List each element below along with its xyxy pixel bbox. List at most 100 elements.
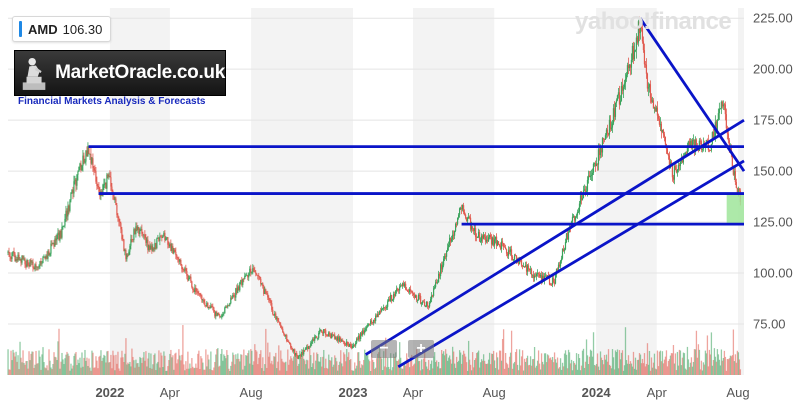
volume-bar <box>217 348 219 375</box>
volume-bar <box>118 368 120 375</box>
candle-body <box>695 139 697 148</box>
trend-line <box>364 118 745 356</box>
candle-body <box>526 265 529 272</box>
candle-body <box>269 300 271 301</box>
candle-body <box>613 108 616 117</box>
volume-bar <box>613 369 616 375</box>
candle-body <box>676 169 678 173</box>
candle-body <box>201 295 203 300</box>
volume-bar <box>428 360 430 375</box>
candle-body <box>234 295 236 298</box>
candle-body <box>342 340 344 342</box>
volume-bar <box>48 349 50 375</box>
candle-body <box>307 346 309 350</box>
candle-body <box>364 330 366 334</box>
volume-bar <box>324 368 326 375</box>
volume-bar <box>135 359 137 375</box>
trend-line <box>397 159 745 369</box>
volume-bar <box>690 357 693 375</box>
candle-body <box>405 283 407 290</box>
volume-bar <box>487 359 490 375</box>
volume-bar <box>478 367 481 375</box>
candle-body <box>179 259 181 262</box>
candle-body <box>157 237 159 239</box>
volume-bar <box>410 357 412 375</box>
candle-body <box>386 306 388 308</box>
candle-body <box>483 234 486 237</box>
candle-body <box>560 258 563 262</box>
candle-body <box>266 293 268 294</box>
candle-body <box>166 237 168 239</box>
volume-bar <box>456 362 459 375</box>
volume-bar <box>53 352 55 375</box>
candle-body <box>511 256 514 261</box>
candle-body <box>639 23 642 34</box>
volume-bar <box>285 361 287 375</box>
volume-bar <box>633 368 636 375</box>
volume-bar <box>663 359 666 375</box>
candle-body <box>633 50 636 60</box>
volume-bar <box>310 355 312 375</box>
candle-body <box>357 338 359 340</box>
volume-bar <box>260 350 262 375</box>
volume-bar <box>298 363 300 375</box>
volume-bar <box>646 343 649 375</box>
volume-bar <box>722 358 725 375</box>
volume-bar <box>290 356 292 375</box>
volume-bar <box>122 357 124 375</box>
volume-bar <box>636 359 639 375</box>
candle-body <box>251 271 253 273</box>
volume-bar <box>143 352 145 375</box>
volume-bar <box>558 367 561 375</box>
candle-body <box>380 310 382 312</box>
volume-bar <box>234 364 236 375</box>
candle-body <box>409 289 411 292</box>
candle-body <box>640 23 643 29</box>
volume-bar <box>21 362 23 375</box>
volume-bar <box>270 363 272 375</box>
volume-bar <box>404 361 406 375</box>
candle-body <box>585 191 588 193</box>
volume-bar <box>374 369 376 375</box>
candle-body <box>612 108 615 124</box>
candle-body <box>106 174 108 189</box>
volume-bar <box>448 357 450 375</box>
volume-bar <box>506 364 509 375</box>
candle-body <box>481 235 484 239</box>
candle-body <box>371 320 373 323</box>
candle-body <box>130 239 132 246</box>
candle-body <box>706 139 708 141</box>
candle-body <box>627 65 630 69</box>
volume-bar <box>705 353 708 375</box>
zoom-in-button[interactable]: + <box>408 340 434 358</box>
volume-bar <box>271 360 273 375</box>
candle-body <box>9 252 11 257</box>
candle-body <box>108 176 110 178</box>
candle-body <box>48 251 50 256</box>
volume-bar <box>258 357 260 375</box>
volume-bar <box>168 360 170 375</box>
volume-bar <box>172 355 174 375</box>
candle-body <box>117 215 119 218</box>
volume-bar <box>363 359 365 375</box>
volume-bar <box>497 369 500 375</box>
candle-body <box>689 141 691 146</box>
volume-bar <box>62 359 64 375</box>
volume-bar <box>670 353 673 375</box>
plus-icon: + <box>416 340 426 357</box>
volume-bar <box>24 364 26 375</box>
candle-body <box>429 302 431 307</box>
candle-body <box>398 288 400 291</box>
volume-bar <box>415 356 417 375</box>
candle-body <box>174 249 176 252</box>
candle-body <box>21 256 23 263</box>
volume-bar <box>614 350 617 375</box>
volume-bar <box>27 368 29 375</box>
volume-bar <box>202 362 204 375</box>
volume-bar <box>484 363 487 375</box>
candle-body <box>165 238 167 241</box>
candle-body <box>229 303 231 306</box>
volume-bar <box>568 352 571 375</box>
zoom-out-button[interactable]: − <box>371 340 397 358</box>
